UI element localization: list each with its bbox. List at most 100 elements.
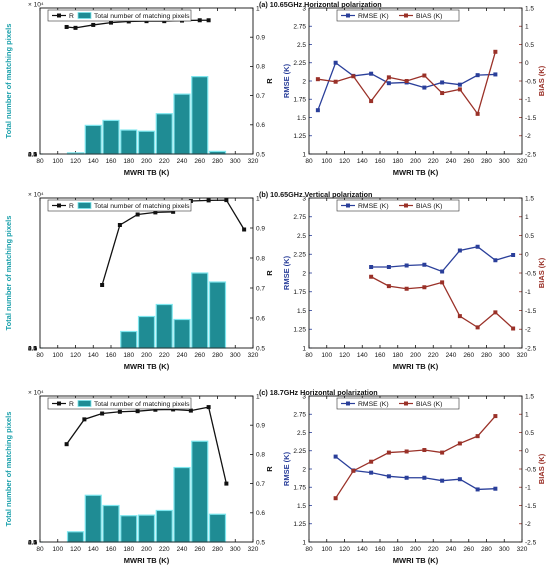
r-point	[206, 405, 211, 410]
y-left-tick-label: 5	[33, 151, 37, 158]
x-tick-label: 320	[248, 352, 259, 359]
x-tick-label: 80	[305, 546, 313, 553]
y-right-tick-label: 1	[525, 214, 529, 221]
r-point	[206, 18, 211, 23]
y-left-tick-label: 3.5	[28, 539, 37, 546]
r-point	[135, 212, 140, 217]
x-axis-label: MWRI TB (K)	[393, 168, 439, 177]
bias-point	[457, 314, 462, 319]
y-right-tick-label: 1.5	[525, 195, 534, 202]
y-left-tick-label: 2	[302, 270, 306, 277]
panel-title: (a) 10.65GHz Horizontal polarization	[259, 0, 382, 9]
rmse-point	[369, 265, 374, 269]
bar	[191, 76, 209, 155]
x-tick-label: 240	[177, 352, 188, 359]
bar	[66, 531, 85, 543]
bar	[155, 303, 173, 349]
y-left-tick-label: 3	[33, 539, 37, 546]
x-tick-label: 100	[52, 158, 63, 165]
bar	[84, 494, 102, 543]
x-tick-label: 320	[517, 158, 528, 165]
bar	[102, 119, 120, 155]
r-point	[224, 198, 229, 203]
r-point	[153, 407, 158, 412]
legend-bias-marker	[404, 203, 408, 208]
y-left-tick-label: 2.5	[297, 42, 306, 49]
bias-point	[315, 77, 320, 82]
y-right-tick-label: 1	[525, 24, 529, 31]
x-tick-label: 200	[141, 546, 152, 553]
y-right-tick-label: 0.8	[256, 255, 265, 262]
y-left-tick-label: 2.25	[293, 448, 306, 455]
rmse-point	[386, 474, 391, 479]
legend-rmse-marker	[346, 13, 350, 18]
y-left-tick-label: 4	[33, 151, 37, 158]
legend-r-label: R	[69, 401, 74, 408]
x-tick-label: 120	[70, 546, 81, 553]
bias-point	[475, 325, 480, 330]
y-left-tick-label: 4	[33, 539, 37, 546]
y-left-tick-label: 1	[33, 151, 37, 158]
rmse-point	[475, 244, 480, 249]
x-tick-label: 240	[177, 546, 188, 553]
y-left-tick-label: 0.5	[28, 539, 37, 546]
rmse-point	[475, 73, 480, 78]
y-left-tick-label: 3	[302, 393, 306, 400]
legend-box	[336, 199, 460, 212]
y-left-tick-label: 1.5	[297, 115, 306, 122]
x-tick-label: 180	[392, 158, 403, 165]
y-left-tick-label: 4	[33, 345, 37, 352]
y-right-axis-label: BIAS (K)	[537, 65, 546, 96]
y-left-tick-label: 4.5	[28, 539, 37, 546]
rmse-point	[493, 486, 498, 491]
x-tick-label: 320	[517, 546, 528, 553]
r-point	[91, 22, 96, 27]
y-right-axis-label: BIAS (K)	[537, 453, 546, 484]
panel-title: (b) 10.65GHz Vertical polarization	[259, 190, 372, 199]
bias-point	[440, 450, 445, 455]
bar	[120, 515, 138, 543]
y-left-tick-label: 1	[33, 345, 37, 352]
r-point	[224, 481, 229, 486]
x-tick-label: 80	[305, 352, 313, 359]
y-left-tick-label: 4.5	[28, 345, 37, 352]
y-left-tick-label: 1	[302, 345, 306, 352]
x-tick-label: 200	[410, 546, 421, 553]
rmse-point	[404, 263, 409, 268]
legend-rmse-label: RMSE (K)	[358, 203, 389, 210]
x-tick-label: 160	[375, 158, 386, 165]
y-left-axis-label: Total number of matching pixels	[4, 412, 13, 527]
bias-point	[475, 434, 480, 439]
y-right-tick-label: 0.8	[256, 64, 265, 71]
y-left-tick-label: 2.75	[293, 24, 306, 31]
y-left-exponent: × 10⁴	[28, 192, 44, 199]
x-tick-label: 200	[141, 158, 152, 165]
rmse-point	[440, 269, 445, 274]
y-left-tick-label: 3.5	[28, 345, 37, 352]
legend-rmse-marker	[346, 203, 350, 208]
bias-point	[386, 75, 391, 80]
y-left-tick-label: 4.5	[28, 151, 37, 158]
x-axis-label: MWRI TB (K)	[393, 362, 439, 371]
bias-point	[493, 310, 498, 315]
rmse-point	[369, 470, 374, 475]
y-left-tick-label: 0.5	[28, 151, 37, 158]
y-right-tick-label: -2	[525, 327, 531, 334]
x-tick-label: 140	[88, 546, 99, 553]
x-tick-label: 240	[446, 546, 457, 553]
y-right-tick-label: -2	[525, 521, 531, 528]
y-left-tick-label: 1	[33, 539, 37, 546]
r-point	[171, 209, 176, 214]
rmse-point	[457, 248, 462, 253]
bias-point	[351, 74, 356, 79]
r-line	[66, 19, 209, 29]
y-left-tick-label: 3	[33, 345, 37, 352]
x-tick-label: 280	[212, 352, 223, 359]
x-tick-label: 140	[88, 352, 99, 359]
bias-point	[404, 286, 409, 291]
r-point	[64, 442, 69, 447]
x-tick-label: 260	[194, 352, 205, 359]
rmse-point	[493, 258, 498, 263]
r-point	[206, 198, 211, 203]
y-left-axis-label: RMSE (K)	[282, 451, 291, 486]
